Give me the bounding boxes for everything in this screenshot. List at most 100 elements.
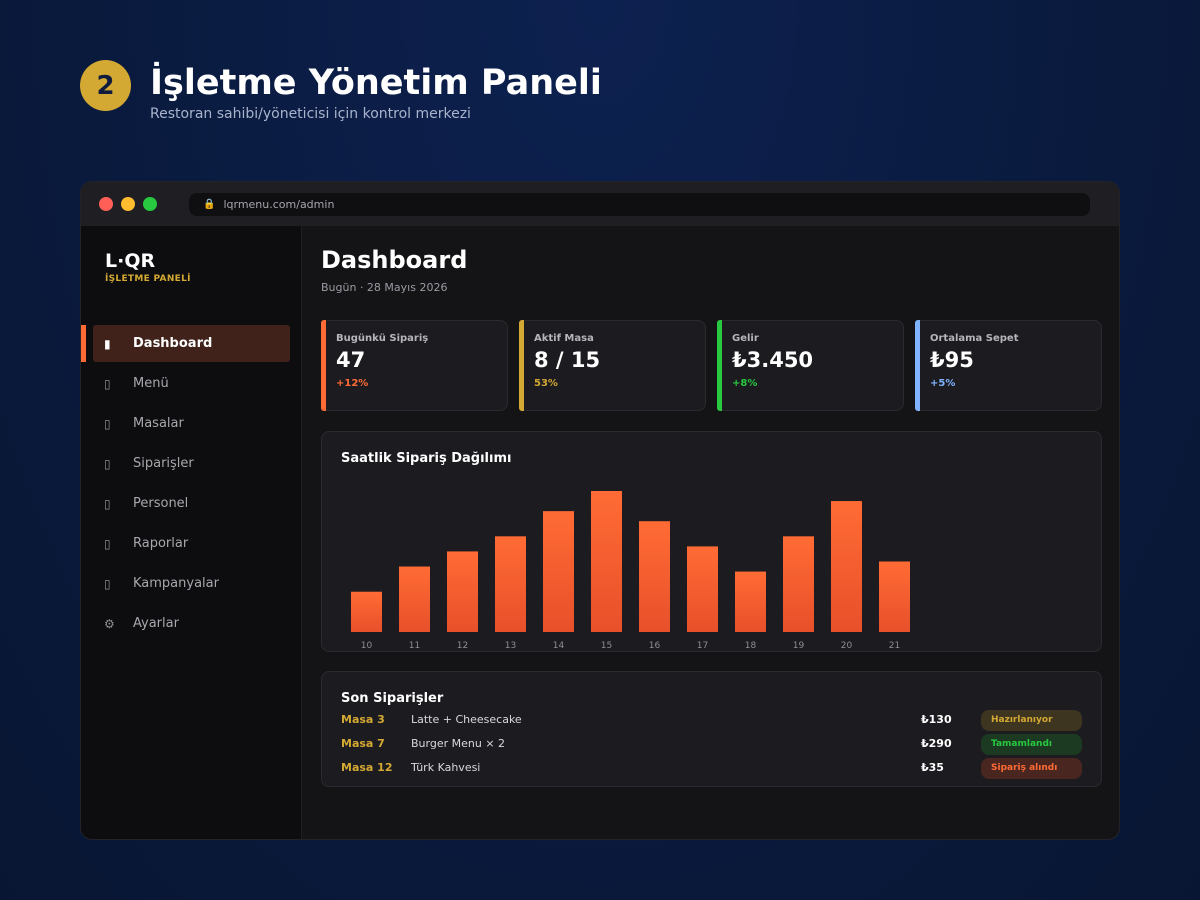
sidebar-item-label: Masalar (133, 416, 184, 431)
stat-label: Ortalama Sepet (930, 333, 1019, 344)
order-row[interactable]: Masa 12 Türk Kahvesi ₺35 Sipariş alındı (341, 758, 1083, 779)
revenue-card: Gelir ₺3.450 +8% (717, 320, 904, 411)
hero-text: İşletme Yönetim Paneli Restoran sahibi/y… (150, 60, 602, 122)
stat-accent-bar (717, 320, 722, 411)
stat-accent-bar (915, 320, 920, 411)
sidebar-nav: ▮ Dashboard ▯ Menü ▯ Masalar ▯ Siparişler ▯ Perso… (81, 325, 302, 645)
browser-titlebar: 🔒 lqrmenu.com/admin (81, 182, 1119, 226)
hero-subtitle: Restoran sahibi/yöneticisi için kontrol … (150, 106, 471, 122)
order-table: Masa 7 (341, 737, 385, 750)
order-price: ₺130 (921, 713, 952, 726)
sidebar-item-ayarlar[interactable]: ⚙ Ayarlar (93, 605, 290, 642)
order-table: Masa 12 (341, 761, 393, 774)
stat-label: Bugünkü Sipariş (336, 333, 429, 344)
stat-value: 47 (336, 348, 366, 372)
x-tick-label: 16 (649, 641, 661, 651)
bar-hour-15[interactable] (591, 491, 622, 632)
x-tick-label: 21 (889, 641, 900, 651)
close-window-dot[interactable] (99, 197, 113, 211)
bar-hour-18[interactable] (735, 571, 766, 632)
sidebar-item-masalar[interactable]: ▯ Masalar (93, 405, 290, 442)
sidebar-item-label: Siparişler (133, 456, 194, 471)
bar-hour-19[interactable] (783, 536, 814, 632)
x-tick-label: 19 (793, 641, 805, 651)
page-date: Bugün · 28 Mayıs 2026 (321, 281, 448, 294)
sidebar-item-label: Ayarlar (133, 616, 179, 631)
stat-value: ₺3.450 (732, 348, 814, 372)
bar-hour-14[interactable] (543, 511, 574, 632)
order-status-badge: Hazırlanıyor (981, 710, 1082, 731)
sidebar-item-label: Personel (133, 496, 189, 511)
bar-hour-21[interactable] (879, 561, 910, 633)
todays-orders-card: Bugünkü Sipariş 47 +12% (321, 320, 508, 411)
x-tick-label: 17 (697, 641, 708, 651)
bar-hour-13[interactable] (495, 536, 526, 632)
stat-delta: 53% (534, 378, 558, 389)
step-badge: 2 (80, 60, 131, 111)
recent-orders-card: Son Siparişler Masa 3 Latte + Cheesecake ₺… (321, 671, 1102, 787)
active-tables-card: Aktif Masa 8 / 15 53% (519, 320, 706, 411)
x-tick-label: 14 (553, 641, 565, 651)
sidebar-item-label: Raporlar (133, 536, 189, 551)
url-text: lqrmenu.com/admin (223, 197, 335, 211)
stat-label: Aktif Masa (534, 333, 594, 344)
order-status-badge: Sipariş alındı (981, 758, 1082, 779)
sidebar-item-kampanyalar[interactable]: ▯ Kampanyalar (93, 565, 290, 602)
bar-hour-20[interactable] (831, 501, 862, 632)
sidebar-item-label: Kampanyalar (133, 576, 219, 591)
x-tick-label: 13 (505, 641, 516, 651)
stat-delta: +12% (336, 378, 369, 389)
recent-orders-title: Son Siparişler (341, 691, 444, 706)
sidebar-item-label: Menü (133, 376, 169, 391)
sidebar-item-personel[interactable]: ▯ Personel (93, 485, 290, 522)
bar-hour-11[interactable] (399, 566, 430, 632)
orders-icon: ▯ (104, 456, 111, 471)
x-tick-label: 12 (457, 641, 468, 651)
bar-hour-10[interactable] (351, 591, 382, 632)
hourly-orders-chart: 10 11 12 13 14 15 16 17 18 19 20 21 (351, 491, 910, 651)
dashboard-icon: ▮ (104, 336, 111, 351)
x-tick-label: 11 (409, 641, 420, 651)
x-tick-label: 15 (601, 641, 612, 651)
sidebar-item-label: Dashboard (133, 336, 213, 351)
stat-value: ₺95 (930, 348, 974, 372)
main-content: Dashboard Bugün · 28 Mayıs 2026 Bugünkü … (321, 226, 1119, 839)
order-price: ₺35 (921, 761, 944, 774)
sidebar-item-raporlar[interactable]: ▯ Raporlar (93, 525, 290, 562)
bar-hour-17[interactable] (687, 546, 718, 632)
chart-title: Saatlik Sipariş Dağılımı (341, 451, 512, 466)
order-status-badge: Tamamlandı (981, 734, 1082, 755)
logo-subtitle: İŞLETME PANELİ (105, 274, 191, 284)
order-item: Latte + Cheesecake (411, 713, 522, 726)
order-price: ₺290 (921, 737, 952, 750)
stat-accent-bar (519, 320, 524, 411)
reports-icon: ▯ (104, 536, 111, 551)
bar-hour-16[interactable] (639, 521, 670, 632)
gear-icon: ⚙ (104, 616, 115, 631)
stat-delta: +8% (732, 378, 758, 389)
maximize-window-dot[interactable] (143, 197, 157, 211)
table-icon: ▯ (104, 416, 111, 431)
order-row[interactable]: Masa 3 Latte + Cheesecake ₺130 Hazırlanıyor (341, 710, 1083, 731)
hero-title: İşletme Yönetim Paneli (150, 63, 602, 103)
order-item: Burger Menu × 2 (411, 737, 506, 750)
address-bar[interactable]: 🔒 lqrmenu.com/admin (189, 192, 1090, 216)
hero-header: 2 İşletme Yönetim Paneli Restoran sahibi… (80, 60, 602, 122)
minimize-window-dot[interactable] (121, 197, 135, 211)
sidebar-item-men-[interactable]: ▯ Menü (93, 365, 290, 402)
stat-accent-bar (321, 320, 326, 411)
lock-icon: 🔒 (203, 198, 216, 210)
order-table: Masa 3 (341, 713, 385, 726)
campaign-icon: ▯ (104, 576, 111, 591)
logo: L·QR (105, 250, 156, 272)
stat-delta: +5% (930, 378, 956, 389)
sidebar-item-sipari-ler[interactable]: ▯ Siparişler (93, 445, 290, 482)
hourly-orders-chart-card: Saatlik Sipariş Dağılımı 10 11 12 13 14 15 16 1… (321, 431, 1102, 652)
stat-value: 8 / 15 (534, 348, 601, 372)
staff-icon: ▯ (104, 496, 111, 511)
bar-hour-12[interactable] (447, 551, 478, 632)
sidebar-item-dashboard[interactable]: ▮ Dashboard (81, 325, 290, 362)
menu-icon: ▯ (104, 376, 111, 391)
order-row[interactable]: Masa 7 Burger Menu × 2 ₺290 Tamamlandı (341, 734, 1083, 755)
x-tick-label: 10 (361, 641, 373, 651)
